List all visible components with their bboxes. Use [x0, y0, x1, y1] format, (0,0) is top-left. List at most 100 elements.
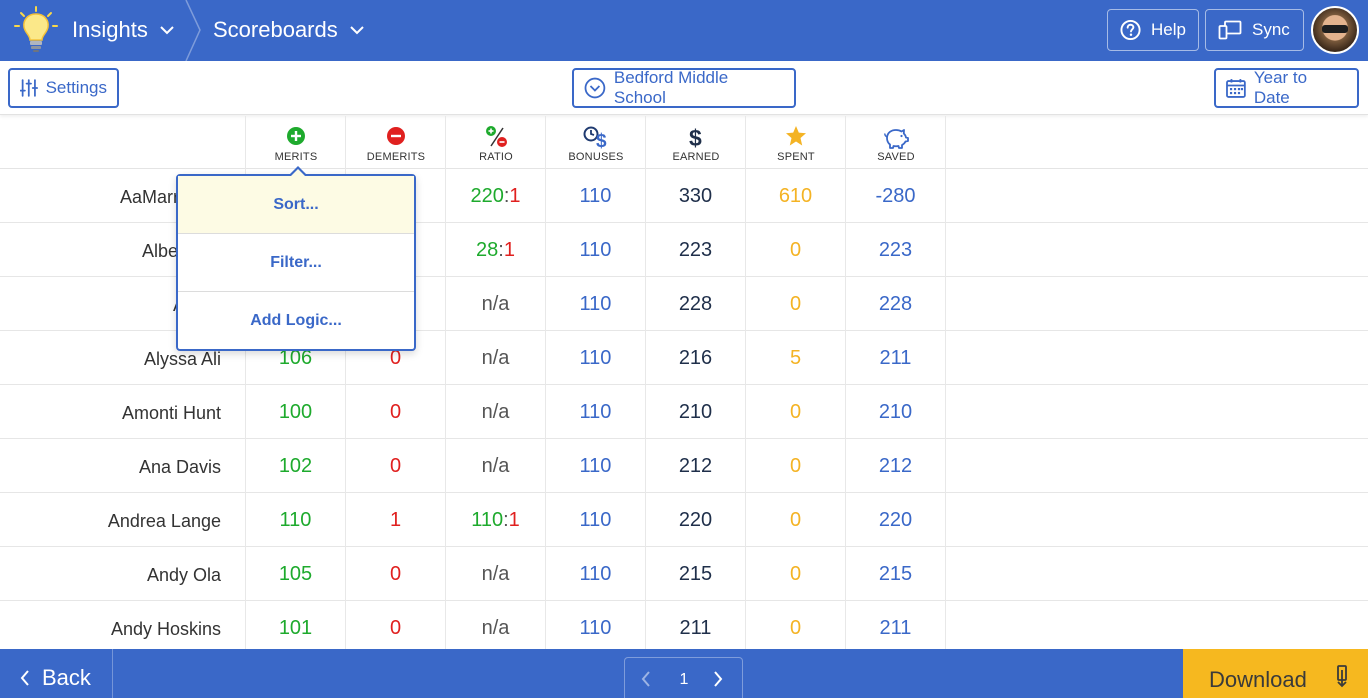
- column-divider: [945, 169, 946, 223]
- earned-cell: 215: [645, 547, 745, 601]
- sliders-icon: [20, 79, 38, 97]
- saved-cell: 215: [845, 547, 945, 601]
- date-range-button[interactable]: Year to Date: [1214, 68, 1359, 108]
- download-label: Download: [1209, 667, 1307, 692]
- section-title-dropdown[interactable]: Scoreboards: [213, 17, 364, 43]
- school-label: Bedford Middle School: [613, 68, 729, 107]
- demerits-cell: 0: [345, 385, 445, 439]
- chevron-left-icon: [20, 669, 29, 686]
- table-row[interactable]: Andy Ola 105 0 n/a 110 215 0 215: [0, 547, 1368, 601]
- calendar-icon: [1226, 79, 1246, 98]
- bonuses-cell: 110: [545, 223, 645, 277]
- column-divider: [945, 547, 946, 601]
- saved-cell: 210: [845, 385, 945, 439]
- earned-cell: 210: [645, 385, 745, 439]
- student-name[interactable]: Ana Davis: [138, 457, 221, 477]
- spent-cell: 0: [745, 385, 845, 439]
- column-options-menu: Sort... Filter... Add Logic...: [176, 166, 416, 351]
- earned-cell: 212: [645, 439, 745, 493]
- menu-pointer: [288, 166, 308, 177]
- column-label: SPENT: [777, 151, 815, 163]
- table-row[interactable]: Andrea Lange 110 1 110:1 110 220 0 220: [0, 493, 1368, 547]
- chevron-down-icon: [350, 26, 364, 35]
- bonuses-cell: 110: [545, 169, 645, 223]
- student-name[interactable]: Andy Ola: [146, 565, 221, 585]
- column-header-merits[interactable]: MERITS: [245, 116, 345, 169]
- column-header-demerits[interactable]: DEMERITS: [345, 116, 445, 169]
- column-divider: [945, 601, 946, 655]
- merits-cell: 101: [245, 601, 345, 655]
- svg-text:$: $: [596, 131, 607, 149]
- chevron-circle-down-icon: [584, 77, 606, 99]
- clock-dollar-icon: $: [583, 126, 607, 149]
- saved-cell: 212: [845, 439, 945, 493]
- settings-button[interactable]: Settings: [8, 68, 119, 108]
- ratio-cell: n/a: [445, 385, 545, 439]
- back-button[interactable]: Back: [0, 649, 113, 698]
- earned-cell: 330: [645, 169, 745, 223]
- section-title: Scoreboards: [213, 17, 338, 42]
- student-name[interactable]: Andy Hoskins: [110, 619, 221, 639]
- svg-text:$: $: [689, 125, 702, 149]
- star-icon: [786, 126, 806, 146]
- chevron-left-icon[interactable]: [641, 671, 651, 687]
- column-label: EARNED: [672, 151, 720, 163]
- student-name[interactable]: Andrea Lange: [107, 511, 221, 531]
- toolbar: Settings Bedford Middle School Year to D…: [0, 61, 1368, 115]
- app-title: Insights: [72, 17, 148, 42]
- breadcrumb-separator: [185, 0, 201, 61]
- ratio-cell: 28:1: [445, 223, 545, 277]
- lightbulb-icon[interactable]: [12, 6, 60, 54]
- demerits-cell: 0: [345, 331, 445, 385]
- column-header-ratio[interactable]: RATIO: [445, 116, 545, 169]
- table-row[interactable]: Ana Davis 102 0 n/a 110 212 0 212: [0, 439, 1368, 493]
- dollar-icon: $: [689, 125, 702, 149]
- spent-cell: 0: [745, 223, 845, 277]
- chevron-down-icon: [160, 26, 174, 35]
- column-header-spent[interactable]: SPENT: [745, 116, 845, 169]
- column-header-bonuses[interactable]: $ BONUSES: [545, 116, 645, 169]
- help-button[interactable]: Help: [1107, 9, 1199, 51]
- chevron-right-icon[interactable]: [713, 671, 723, 687]
- column-header-earned[interactable]: $ EARNED: [645, 116, 745, 169]
- menu-item-sort[interactable]: Sort...: [178, 176, 414, 234]
- demerits-cell: 1: [345, 493, 445, 547]
- bonuses-cell: 110: [545, 439, 645, 493]
- user-avatar[interactable]: [1311, 6, 1359, 54]
- merits-cell: 102: [245, 439, 345, 493]
- bonuses-cell: 110: [545, 547, 645, 601]
- page-number: 1: [679, 671, 689, 688]
- menu-item-add-logic[interactable]: Add Logic...: [250, 312, 342, 329]
- school-selector[interactable]: Bedford Middle School: [572, 68, 796, 108]
- footer-bar: Back 1 Download: [0, 649, 1368, 698]
- ratio-demerits: 1: [503, 239, 515, 261]
- column-label: SAVED: [877, 151, 915, 163]
- student-name[interactable]: Amonti Hunt: [121, 403, 221, 423]
- column-label: RATIO: [479, 151, 513, 163]
- menu-item-filter[interactable]: Filter...: [178, 234, 414, 292]
- column-divider: [945, 385, 946, 439]
- spent-cell: 0: [745, 601, 845, 655]
- earned-cell: 216: [645, 331, 745, 385]
- merits-cell: 105: [245, 547, 345, 601]
- sync-button[interactable]: Sync: [1205, 9, 1304, 51]
- download-button[interactable]: Download: [1183, 649, 1368, 698]
- help-label: Help: [1151, 20, 1186, 39]
- download-icon: [1337, 665, 1347, 688]
- pagination: 1: [624, 657, 743, 698]
- ratio-cell: 110:1: [445, 493, 545, 547]
- column-header-saved[interactable]: SAVED: [845, 116, 945, 169]
- ratio-icon: [486, 126, 507, 147]
- settings-label: Settings: [45, 78, 107, 97]
- table-row[interactable]: Andy Hoskins 101 0 n/a 110 211 0 211: [0, 601, 1368, 655]
- table-row[interactable]: Amonti Hunt 100 0 n/a 110 210 0 210: [0, 385, 1368, 439]
- app-title-dropdown[interactable]: Insights: [72, 17, 174, 43]
- column-label: DEMERITS: [366, 151, 426, 163]
- table-row[interactable]: Alyssa Ali 106 0 n/a 110 216 5 211: [0, 331, 1368, 385]
- student-name[interactable]: Alyssa Ali: [143, 349, 221, 369]
- bonuses-cell: 110: [545, 601, 645, 655]
- date-label: Year to Date: [1253, 68, 1308, 107]
- top-bar: Insights Scoreboards Help Sync: [0, 0, 1368, 61]
- ratio-demerits: 1: [509, 185, 521, 207]
- ratio-cell: n/a: [445, 547, 545, 601]
